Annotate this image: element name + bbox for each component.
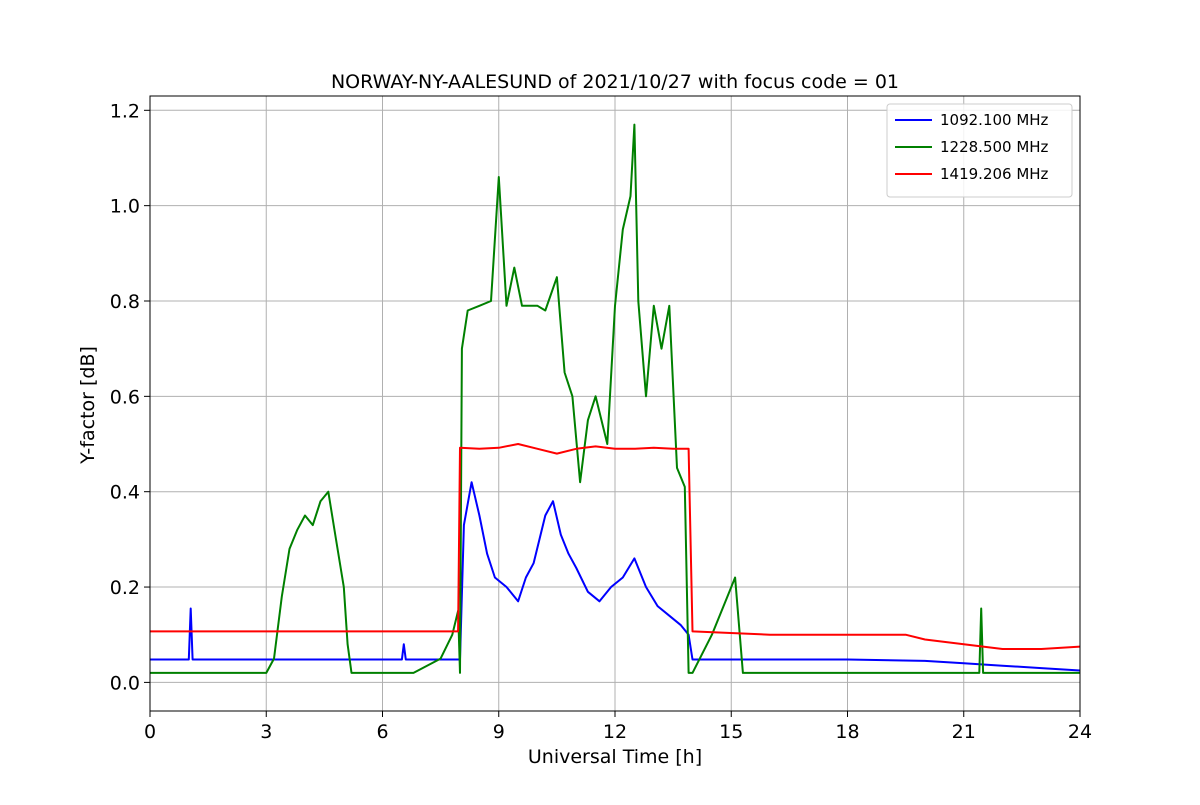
legend: 1092.100 MHz 1228.500 MHz 1419.206 MHz bbox=[886, 103, 1073, 198]
series-line-2 bbox=[150, 123, 1080, 674]
x-tick-label: 18 bbox=[835, 721, 859, 743]
series-lines bbox=[150, 123, 1081, 674]
y-tick-label: 1.0 bbox=[110, 196, 140, 218]
x-axis-label: Universal Time [h] bbox=[528, 746, 702, 768]
series-line-3 bbox=[150, 443, 1081, 650]
x-tick-label: 21 bbox=[952, 721, 976, 743]
axis-ticks: 0 3 6 9 12 15 18 21 24 0.0 0.2 0.4 0.6 0.8 1.0 1.2 bbox=[110, 100, 1092, 743]
x-tick-label: 15 bbox=[719, 721, 743, 743]
series-line-1 bbox=[150, 481, 1081, 672]
legend-label: 1092.100 MHz bbox=[940, 111, 1049, 129]
x-tick-label: 3 bbox=[260, 721, 272, 743]
legend-label: 1419.206 MHz bbox=[940, 165, 1049, 183]
y-tick-label: 0.6 bbox=[110, 386, 140, 408]
x-tick-label: 24 bbox=[1068, 721, 1092, 743]
x-tick-label: 6 bbox=[376, 721, 388, 743]
x-tick-label: 0 bbox=[144, 721, 156, 743]
y-tick-label: 0.8 bbox=[110, 291, 140, 313]
y-tick-label: 0.4 bbox=[110, 482, 140, 504]
legend-label: 1228.500 MHz bbox=[940, 138, 1049, 156]
y-tick-label: 1.2 bbox=[110, 100, 140, 122]
y-axis-label: Y-factor [dB] bbox=[77, 346, 99, 465]
x-tick-label: 12 bbox=[603, 721, 627, 743]
y-tick-label: 0.2 bbox=[110, 577, 140, 599]
y-tick-label: 0.0 bbox=[110, 672, 140, 694]
chart-title: NORWAY-NY-AALESUND of 2021/10/27 with fo… bbox=[331, 71, 899, 93]
x-tick-label: 9 bbox=[493, 721, 505, 743]
legend-box bbox=[886, 103, 1073, 198]
